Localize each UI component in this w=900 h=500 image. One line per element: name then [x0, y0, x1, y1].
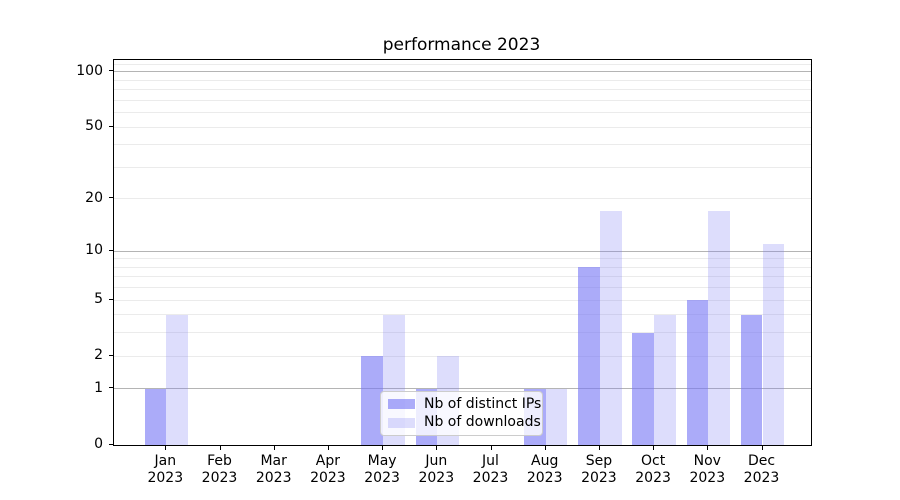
- x-tick-label-mar: Mar 2023: [255, 453, 292, 486]
- gridline-major-10: [114, 250, 811, 252]
- gridline-minor-60: [114, 112, 811, 114]
- gridline-minor-110: [114, 63, 811, 65]
- y-tick-label-5: 5: [94, 291, 103, 308]
- bar-downloads-dec: [762, 244, 785, 445]
- x-tick-label-jun: Jun 2023: [418, 453, 455, 486]
- y-tick-20: [109, 197, 114, 199]
- x-tick-feb: [219, 446, 221, 450]
- x-tick-jul: [490, 446, 492, 450]
- x-tick-mar: [273, 446, 275, 450]
- x-tick-label-may: May 2023: [364, 453, 400, 486]
- bar-downloads-jan: [166, 314, 188, 445]
- bar-distinct-ips-nov: [686, 300, 709, 445]
- x-tick-label-sep: Sep 2023: [581, 453, 617, 486]
- legend-item-distinct-ips: Nb of distinct IPs: [388, 396, 541, 413]
- gridline-minor-80: [114, 89, 811, 91]
- gridline-minor-40: [114, 144, 811, 146]
- x-tick-may: [382, 446, 384, 450]
- gridline-minor-9: [114, 258, 811, 260]
- gridline-minor-50: [114, 126, 811, 128]
- y-tick-label-10: 10: [85, 242, 103, 259]
- bar-distinct-ips-may: [361, 356, 384, 445]
- x-tick-apr: [327, 446, 329, 450]
- gridline-major-1: [114, 388, 811, 390]
- x-tick-dec: [761, 446, 763, 450]
- legend-swatch-distinct-ips: [388, 399, 415, 410]
- plot-area: Nb of distinct IPs Nb of downloads: [113, 59, 812, 446]
- y-tick-label-20: 20: [85, 189, 103, 206]
- legend: Nb of distinct IPs Nb of downloads: [380, 391, 543, 436]
- chart-title: performance 2023: [382, 35, 541, 55]
- bar-distinct-ips-oct: [632, 332, 655, 445]
- x-tick-label-dec: Dec 2023: [743, 453, 780, 486]
- bar-downloads-sep: [599, 211, 622, 445]
- y-tick-label-2: 2: [94, 347, 103, 364]
- gridline-minor-6: [114, 287, 811, 289]
- x-tick-label-nov: Nov 2023: [689, 453, 726, 486]
- x-tick-label-aug: Aug 2023: [526, 453, 563, 486]
- gridline-minor-2: [114, 355, 811, 357]
- y-tick-label-0: 0: [94, 436, 103, 452]
- x-tick-label-oct: Oct 2023: [635, 453, 671, 486]
- x-tick-aug: [544, 446, 546, 450]
- x-tick-sep: [598, 446, 600, 450]
- y-tick-label-50: 50: [85, 118, 103, 135]
- x-tick-label-jul: Jul 2023: [472, 453, 509, 486]
- gridline-minor-8: [114, 266, 811, 268]
- x-tick-jan: [165, 446, 167, 450]
- x-tick-label-jan: Jan 2023: [147, 453, 184, 486]
- gridline-minor-4: [114, 314, 811, 316]
- y-tick-10: [109, 249, 114, 251]
- gridline-minor-5: [114, 299, 811, 301]
- gridline-minor-70: [114, 99, 811, 101]
- y-tick-2: [109, 354, 114, 356]
- y-tick-1: [109, 387, 114, 389]
- bar-downloads-nov: [708, 211, 730, 445]
- y-tick-50: [109, 125, 114, 127]
- x-tick-oct: [653, 446, 655, 450]
- legend-label-distinct-ips: Nb of distinct IPs: [424, 395, 542, 412]
- y-tick-100: [109, 70, 114, 72]
- bar-distinct-ips-sep: [578, 267, 600, 445]
- x-tick-nov: [707, 446, 709, 450]
- bar-distinct-ips-dec: [740, 314, 763, 445]
- gridline-minor-7: [114, 276, 811, 278]
- bar-downloads-oct: [654, 314, 676, 445]
- x-tick-label-feb: Feb 2023: [201, 453, 238, 486]
- legend-swatch-downloads: [388, 417, 415, 428]
- gridline-minor-20: [114, 198, 811, 200]
- x-tick-jun: [436, 446, 438, 450]
- gridline-minor-3: [114, 332, 811, 334]
- gridline-major-100: [114, 71, 811, 73]
- y-tick-5: [109, 298, 114, 300]
- y-tick-0: [109, 443, 114, 445]
- gridline-minor-30: [114, 166, 811, 168]
- legend-item-downloads: Nb of downloads: [388, 414, 541, 431]
- x-tick-label-apr: Apr 2023: [310, 453, 346, 486]
- legend-label-downloads: Nb of downloads: [424, 414, 541, 431]
- y-tick-label-100: 100: [76, 62, 103, 79]
- gridline-minor-90: [114, 79, 811, 81]
- bar-distinct-ips-jan: [144, 388, 167, 445]
- bar-downloads-aug: [545, 388, 568, 445]
- y-tick-label-1: 1: [94, 379, 103, 396]
